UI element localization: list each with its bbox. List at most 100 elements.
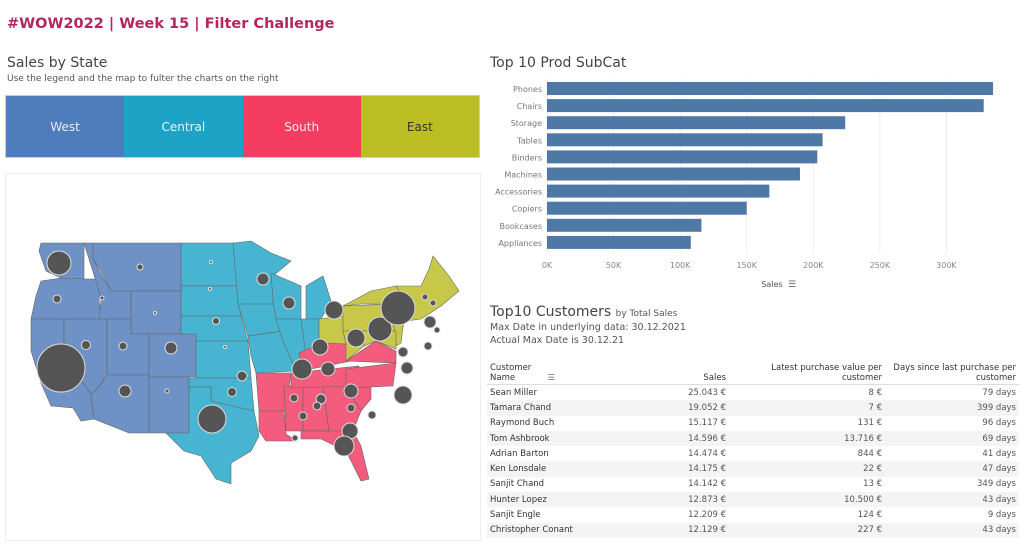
days-since-cell: 43 days <box>885 522 1019 538</box>
legend-south[interactable]: South <box>242 96 361 157</box>
bar[interactable] <box>547 235 691 249</box>
sales-bubble[interactable] <box>208 287 212 291</box>
customers-title: Top10 Customers by Total Sales <box>490 304 677 320</box>
col-days-since[interactable]: Days since last purchase per customer <box>885 362 1019 385</box>
sales-bubble[interactable] <box>212 317 220 325</box>
sort-descending-icon[interactable]: ☰ <box>547 373 555 382</box>
sales-bubble[interactable] <box>197 404 227 434</box>
state-or[interactable] <box>30 277 105 320</box>
sales-bubble[interactable] <box>367 316 393 342</box>
sales-bubble[interactable] <box>209 260 213 264</box>
sales-bubble[interactable] <box>153 311 157 315</box>
x-tick-label: 300K <box>936 261 957 270</box>
latest-purchase-cell: 844 € <box>857 448 882 459</box>
sales-bubble[interactable] <box>333 435 355 457</box>
sales-bubble[interactable] <box>99 295 105 301</box>
sales-bubble[interactable] <box>118 341 128 351</box>
legend-east[interactable]: East <box>360 96 479 157</box>
sales-bubble[interactable] <box>421 293 429 301</box>
sales-bubble[interactable] <box>298 411 308 421</box>
state-ms[interactable] <box>283 385 304 432</box>
col-latest-purchase[interactable]: Latest purchase value per customer <box>729 362 885 385</box>
sales-bubble[interactable] <box>393 385 413 405</box>
table-row[interactable]: Sanjit Engle 12.209 € 124 € 9 days <box>487 507 1019 522</box>
table-row[interactable]: Sanjit Chand 14.142 € 13 € 349 days <box>487 477 1019 492</box>
sales-bubble[interactable] <box>311 338 329 356</box>
bar[interactable] <box>547 167 800 181</box>
bar[interactable] <box>547 133 823 147</box>
table-row[interactable]: Adrian Barton 14.474 € 844 € 41 days <box>487 446 1019 461</box>
x-tick-label: 50K <box>606 261 622 270</box>
sales-bubble[interactable] <box>291 434 299 442</box>
legend-central[interactable]: Central <box>124 96 243 157</box>
latest-purchase-cell: 13.716 € <box>729 430 885 447</box>
state-nc[interactable] <box>345 362 397 389</box>
sales-bubble[interactable] <box>52 294 62 304</box>
bar[interactable] <box>547 150 818 164</box>
state-nd[interactable] <box>180 242 239 287</box>
col-customer-name[interactable]: Customer Name ☰ <box>487 362 613 385</box>
legend-west[interactable]: West <box>6 96 125 157</box>
table-row[interactable]: Hunter Lopez 12.873 €10.500 €43 days <box>487 492 1019 508</box>
table-row[interactable]: Christopher Conant 12.129 €227 €43 days <box>487 522 1019 538</box>
table-row[interactable]: Raymond Buch 15.117 € 131 € 96 days <box>487 416 1019 431</box>
state-wi[interactable] <box>270 272 302 320</box>
sales-cell: 12.873 € <box>613 492 729 508</box>
sales-bubble[interactable] <box>81 340 91 350</box>
sales-bubble[interactable] <box>164 388 170 394</box>
actual-max-date-text: Actual Max Date is 30.12.21 <box>490 335 625 346</box>
sales-bubble[interactable] <box>324 300 344 320</box>
category-label: Appliances <box>498 239 542 248</box>
table-row[interactable]: Tom Ashbrook 14.596 €13.716 €69 days <box>487 430 1019 447</box>
sales-by-state-subtitle: Use the legend and the map to fulter the… <box>7 74 279 84</box>
table-row[interactable]: Sean Miller 25.043 € 8 € 79 days <box>487 385 1019 401</box>
table-row[interactable]: Ken Lonsdale 14.175 €22 €47 days <box>487 461 1019 477</box>
bar[interactable] <box>547 99 984 113</box>
sales-bubble[interactable] <box>36 343 86 393</box>
sales-bubble[interactable] <box>236 370 248 382</box>
sales-bubble[interactable] <box>136 263 144 271</box>
customer-name-cell: Sanjit Engle <box>490 510 541 521</box>
sales-bubble[interactable] <box>291 358 313 380</box>
table-row[interactable]: Tamara Chand 19.052 €7 €399 days <box>487 400 1019 416</box>
sales-bubble[interactable] <box>118 384 132 398</box>
state-nm[interactable] <box>148 376 190 434</box>
sales-bubble[interactable] <box>312 401 322 411</box>
us-map[interactable] <box>6 174 480 540</box>
sales-bubble[interactable] <box>289 393 299 403</box>
days-since-cell: 399 days <box>885 400 1019 416</box>
bar[interactable] <box>547 218 702 232</box>
sales-cell: 14.596 € <box>613 430 729 447</box>
sales-bubble[interactable] <box>282 296 296 310</box>
sales-bubble[interactable] <box>400 361 414 375</box>
sales-bubble[interactable] <box>397 346 409 358</box>
category-label: Storage <box>511 119 542 128</box>
latest-purchase-cell: 22 € <box>729 461 885 477</box>
state-va[interactable] <box>345 340 397 364</box>
sales-bubble[interactable] <box>367 410 377 420</box>
sales-map[interactable] <box>5 173 481 541</box>
sales-bubble[interactable] <box>423 341 433 351</box>
sales-bubble[interactable] <box>46 250 72 276</box>
bar[interactable] <box>547 184 770 198</box>
sales-bubble[interactable] <box>346 403 356 413</box>
state-tx[interactable] <box>165 386 260 485</box>
sales-bubble[interactable] <box>164 341 178 355</box>
col-sales[interactable]: Sales <box>613 362 729 385</box>
sales-bubble[interactable] <box>429 299 437 307</box>
sales-bubble[interactable] <box>433 326 441 334</box>
sales-bubble[interactable] <box>343 383 359 399</box>
sales-bubble[interactable] <box>223 345 227 349</box>
state-co[interactable] <box>148 333 197 378</box>
sort-icon[interactable]: ☰ <box>788 280 796 290</box>
sales-bubble[interactable] <box>320 361 336 377</box>
sales-bubble[interactable] <box>380 290 416 326</box>
sales-bubble[interactable] <box>256 272 270 286</box>
sales-bubble[interactable] <box>423 315 437 329</box>
bar[interactable] <box>547 82 994 95</box>
bar[interactable] <box>547 201 747 215</box>
sales-bubble[interactable] <box>346 328 366 348</box>
sales-bubble[interactable] <box>227 387 237 397</box>
state-fl[interactable] <box>300 430 370 482</box>
bar[interactable] <box>547 116 846 130</box>
